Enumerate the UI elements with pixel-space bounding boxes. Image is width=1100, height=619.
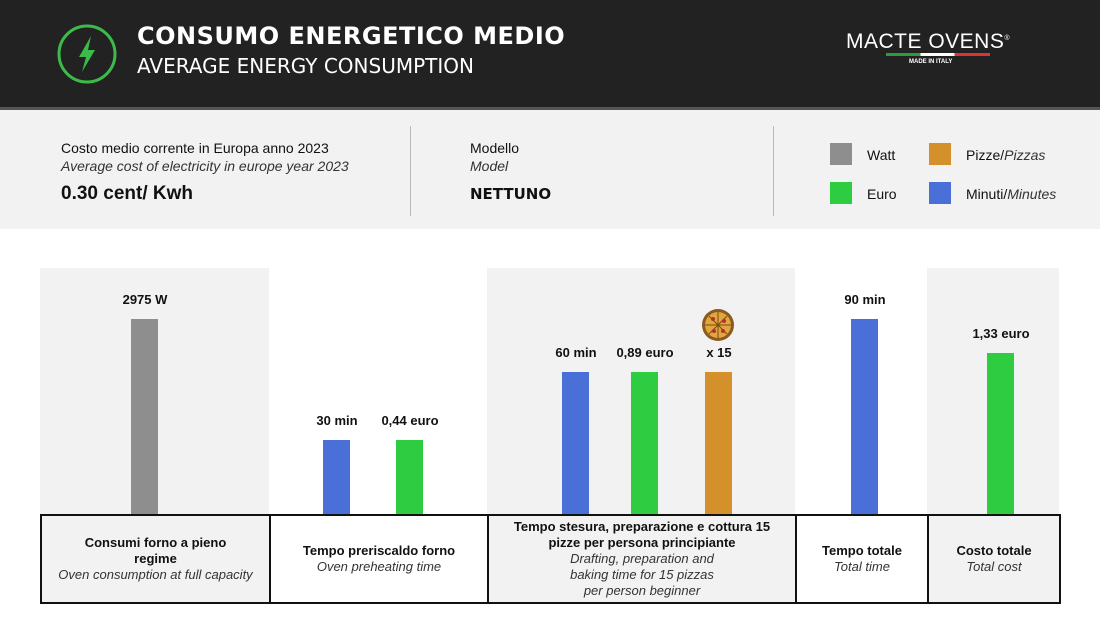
page-subtitle: AVERAGE ENERGY CONSUMPTION	[137, 54, 474, 78]
info-band	[0, 110, 1100, 229]
legend-item: Watt	[867, 147, 895, 163]
bar-value-label: 30 min	[316, 413, 358, 428]
group-label-en: Drafting, preparation and baking time fo…	[570, 551, 714, 598]
legend-swatch	[830, 182, 852, 204]
bar-watt	[131, 319, 158, 514]
bar-euro	[396, 440, 423, 514]
model-value: NETTUNO	[470, 185, 552, 203]
pizza-icon	[702, 309, 734, 341]
legend-label-en: Pizzas	[1004, 147, 1046, 163]
group-label-en: Total cost	[966, 559, 1022, 574]
bar-value-label: x 15	[706, 345, 732, 360]
legend-label: Pizze/	[966, 147, 1005, 163]
legend-label: Watt	[867, 147, 896, 163]
bar-euro	[987, 353, 1014, 514]
model-label-en: Model	[470, 158, 509, 174]
bar-minuti	[851, 319, 878, 514]
cost-label-it: Costo medio corrente in Europa anno 2023	[61, 140, 329, 156]
bar-minuti	[562, 372, 589, 514]
cost-value: 0.30 cent/ Kwh	[61, 183, 193, 204]
group-label-en: Oven preheating time	[316, 559, 442, 574]
legend-item: Pizze/Pizzas	[966, 147, 1045, 163]
legend-label-en: Minutes	[1007, 186, 1057, 202]
bar-value-label: 2975 W	[122, 292, 168, 307]
italian-flag-stripe	[886, 53, 990, 56]
lightning-bolt-icon	[57, 24, 117, 84]
group-label-box: Costo totale Total cost	[927, 514, 1061, 604]
cost-label-en: Average cost of electricity in europe ye…	[61, 158, 349, 174]
divider	[410, 126, 411, 216]
bar-value-label: 0,89 euro	[616, 345, 674, 360]
legend-item: Minuti/Minutes	[966, 186, 1056, 202]
legend-item: Euro	[867, 186, 897, 202]
legend-label: Euro	[867, 186, 897, 202]
group-label-it: Consumi forno a pieno regime	[84, 535, 227, 566]
group-label-box: Tempo stesura, preparazione e cottura 15…	[487, 514, 797, 604]
bar-value-label: 1,33 euro	[972, 326, 1030, 341]
bar-value-label: 60 min	[555, 345, 597, 360]
group-label-box: Consumi forno a pieno regime Oven consump…	[40, 514, 271, 604]
registered-mark: ®	[1004, 35, 1011, 42]
bar-value-label: 0,44 euro	[381, 413, 439, 428]
group-label-box: Tempo totale Total time	[795, 514, 929, 604]
brand-tagline: MADE IN ITALY	[909, 59, 953, 65]
group-label-it: Costo totale	[956, 543, 1032, 558]
bar-minuti	[323, 440, 350, 514]
group-label-en: Oven consumption at full capacity	[58, 567, 253, 582]
legend-label: Minuti/	[966, 186, 1008, 202]
divider	[773, 126, 774, 216]
bar-pizze	[705, 372, 732, 514]
bar-value-label: 90 min	[844, 292, 886, 307]
group-label-it: Tempo totale	[822, 543, 902, 558]
brand-name: MACTE OVENS	[846, 30, 1005, 53]
group-label-en: Total time	[834, 559, 890, 574]
bar-euro	[631, 372, 658, 514]
group-background	[269, 268, 487, 514]
group-label-it: Tempo preriscaldo forno	[302, 543, 456, 558]
group-label-it: Tempo stesura, preparazione e cottura 15…	[513, 519, 771, 550]
legend-swatch	[830, 143, 852, 165]
page-title: CONSUMO ENERGETICO MEDIO	[137, 22, 566, 50]
legend-swatch	[929, 143, 951, 165]
legend-swatch	[929, 182, 951, 204]
brand-logo: MACTE OVENS®	[846, 30, 1010, 54]
group-label-box: Tempo preriscaldo forno Oven preheating t…	[269, 514, 489, 604]
model-label-it: Modello	[470, 140, 520, 156]
